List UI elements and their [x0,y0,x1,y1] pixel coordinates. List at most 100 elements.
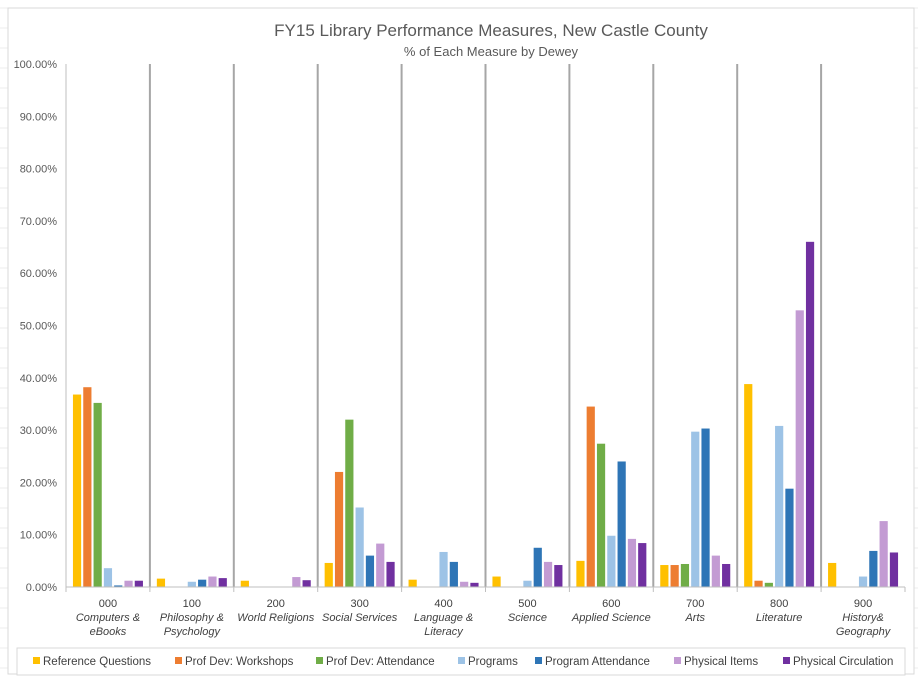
legend-swatch [33,657,40,664]
bar [439,551,448,587]
bar [470,582,479,587]
bar [408,579,417,587]
bar [627,538,637,587]
x-tick-label: Language & [414,612,473,624]
x-tick-label: Psychology [164,626,222,638]
y-tick-label: 0.00% [26,582,57,594]
bar [554,565,563,587]
legend-label: Physical Items [684,656,758,668]
plot-area: 0.00% 10.00% 20.00% 30.00% 40.00% 50.00% 60.00… [14,59,906,638]
bar [670,565,679,587]
x-tick-label: Science [508,612,547,624]
bar [72,394,82,587]
bar [533,547,542,587]
y-tick-label: 10.00% [20,530,58,542]
bar [114,585,123,587]
bar [198,579,207,587]
bar [93,402,102,587]
bar [889,552,899,587]
bar [596,443,606,587]
bar [701,428,710,587]
x-tick-label: 300 [350,598,368,610]
x-tick-label: 400 [434,598,452,610]
x-tick-label: Philosophy & [160,612,224,624]
bar [83,387,92,587]
bar [324,562,333,587]
x-tick-label: Applied Science [571,612,651,624]
bar [134,580,143,587]
bar [460,581,469,587]
bar [805,241,815,587]
x-tick-label: eBooks [90,626,127,638]
bar [607,535,616,587]
legend-label: Program Attendance [545,656,650,668]
bar [187,581,196,587]
legend-swatch [316,657,323,664]
chart-subtitle: % of Each Measure by Dewey [404,44,579,59]
x-tick-label: Geography [836,626,892,638]
y-tick-label: 100.00% [14,59,58,71]
bar [576,560,585,587]
y-tick-label: 20.00% [20,477,58,489]
x-tick-label: 100 [183,598,201,610]
bar [334,471,344,587]
x-tick-label: 600 [602,598,620,610]
y-tick-label: 40.00% [20,373,58,385]
legend-swatch [458,657,465,664]
legend-label: Prof Dev: Attendance [326,656,435,668]
bar [617,461,626,587]
bar [660,565,669,587]
legend-swatch [535,657,542,664]
bar [103,568,113,587]
bar [292,577,301,587]
bar [764,582,773,587]
legend-swatch [674,657,681,664]
bar [879,521,888,587]
bar [691,431,700,587]
y-tick-label: 70.00% [20,216,58,228]
x-tick-label: 800 [770,598,788,610]
bar [722,563,731,587]
x-tick-label: 200 [267,598,285,610]
bar [376,543,385,587]
bar [785,488,794,587]
bar [302,580,311,587]
x-tick-label: Literature [756,612,802,624]
legend-swatch [783,657,790,664]
bar [858,576,868,587]
bar [523,580,532,587]
x-tick-label: World Religions [237,612,315,624]
x-tick-label: Social Services [322,612,398,624]
x-tick-label: 500 [518,598,536,610]
bar [754,580,763,587]
legend-label: Physical Circulation [793,656,893,668]
x-tick-label: Computers & [76,612,140,624]
bar [795,310,804,587]
bar [543,561,553,587]
bar [240,580,249,587]
legend-label: Prof Dev: Workshops [185,656,294,668]
bar [828,562,837,587]
bar [775,425,784,587]
bar [386,561,395,587]
chart-title: FY15 Library Performance Measures, New C… [274,21,708,40]
x-tick-label: History& [842,612,884,624]
bar [345,419,354,587]
bar [492,576,501,587]
bar [218,578,227,587]
legend: Reference Questions Prof Dev: Workshops Pr… [16,647,906,676]
legend-label: Reference Questions [43,656,151,668]
x-tick-label: Arts [684,612,705,624]
y-tick-label: 60.00% [20,268,58,280]
legend-swatch [175,657,182,664]
bar [355,507,364,587]
y-tick-label: 90.00% [20,111,58,123]
bar [680,563,690,587]
bar [156,578,166,587]
legend-label: Programs [468,656,518,668]
bar [586,406,595,587]
x-tick-label: 700 [686,598,704,610]
x-tick-label: Literacy [424,626,464,638]
